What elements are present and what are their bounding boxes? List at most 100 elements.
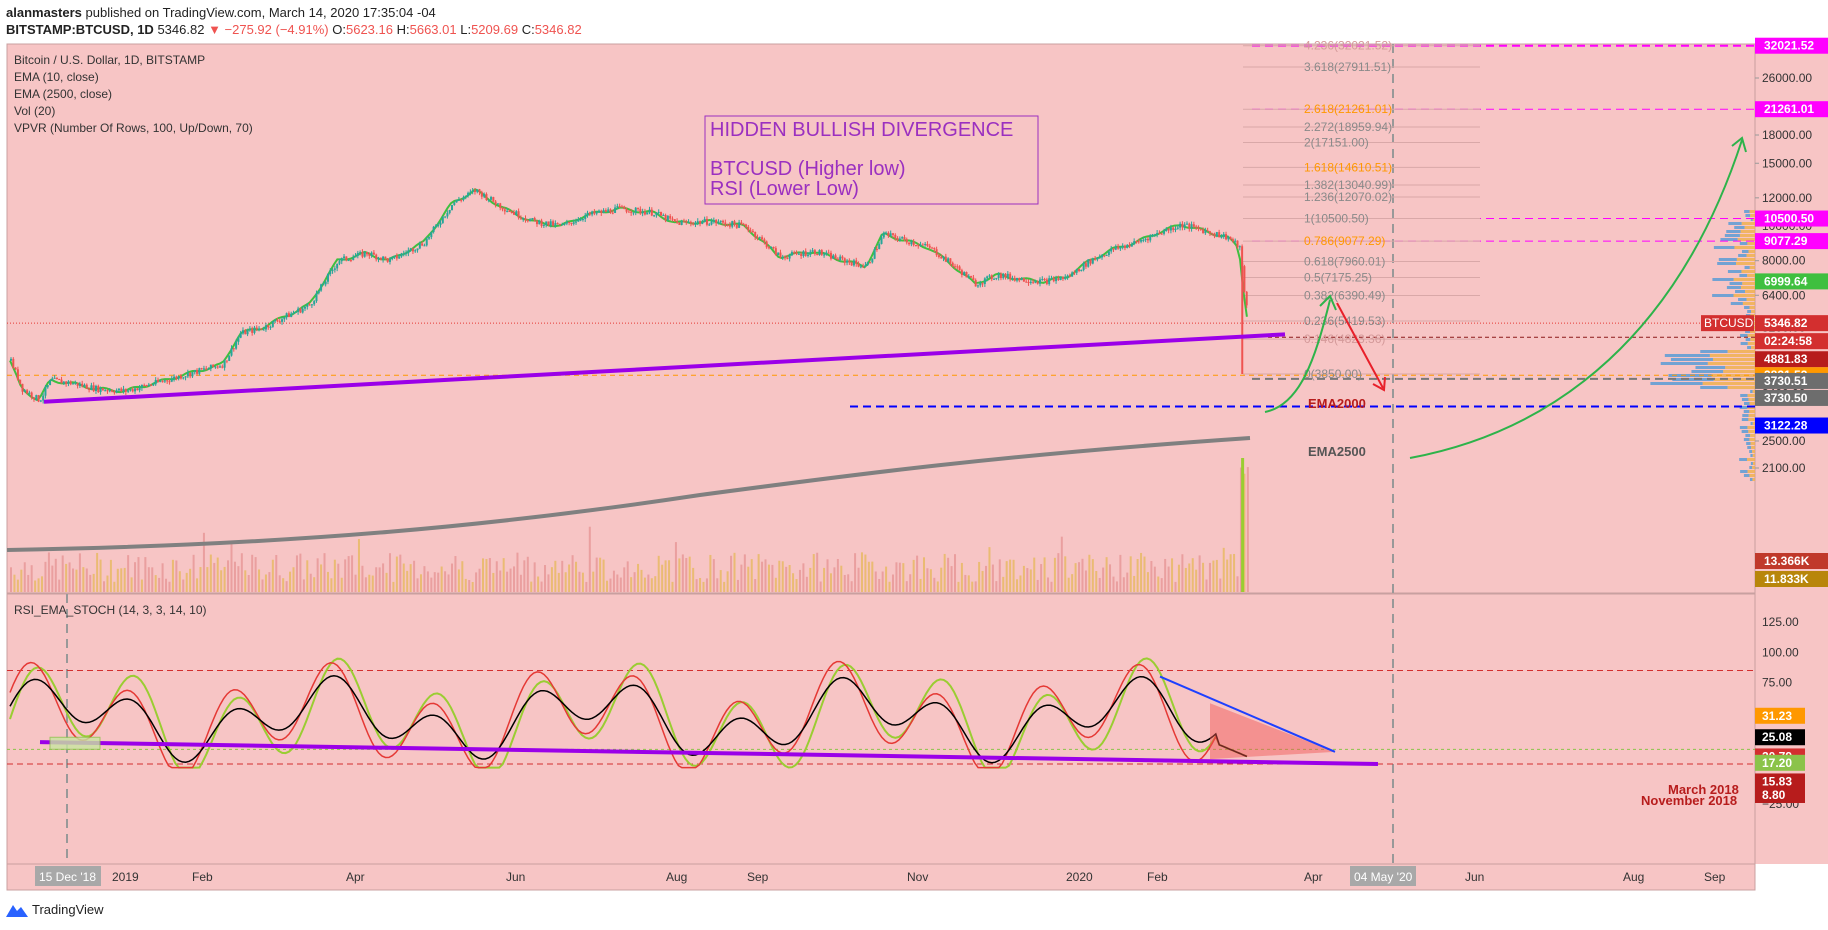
volume-bar: [419, 574, 422, 592]
candle-body: [591, 211, 594, 215]
tradingview-logo-icon[interactable]: [6, 903, 28, 917]
vpvr-up-bar: [1741, 250, 1749, 253]
candle-body: [526, 220, 529, 222]
candle-body: [398, 256, 401, 259]
brand-name[interactable]: TradingView: [32, 902, 104, 917]
candle-body: [405, 253, 408, 255]
volume-bar: [216, 557, 219, 592]
candle-body: [414, 250, 417, 252]
volume-bar: [240, 553, 243, 592]
volume-bar: [954, 554, 957, 592]
volume-bar: [1029, 569, 1032, 592]
vpvr-down-bar: [1751, 446, 1755, 449]
candle-body: [834, 255, 837, 259]
volume-bar: [637, 563, 640, 592]
volume-bar: [30, 565, 33, 592]
volume-bar: [354, 574, 357, 592]
candle-body: [565, 221, 568, 224]
price-label-bg: [1755, 315, 1828, 332]
divergence-annotation[interactable]: HIDDEN BULLISH DIVERGENCE BTCUSD (Higher…: [704, 115, 1039, 205]
candle-body: [653, 215, 656, 217]
volume-bar: [544, 565, 547, 592]
rsi-support-trendline: [39, 740, 1379, 766]
candle-body: [382, 256, 385, 260]
candle-body: [1192, 224, 1195, 227]
volume-bar: [320, 564, 323, 592]
volume-bar: [1074, 563, 1077, 592]
volume-bar: [547, 574, 550, 592]
candle-body: [887, 232, 890, 236]
volume-bar: [1060, 536, 1063, 592]
vpvr-down-bar: [1711, 374, 1755, 377]
author-name[interactable]: alanmasters: [6, 5, 82, 20]
volume-bar: [557, 572, 560, 592]
vpvr-up-bar: [1650, 382, 1703, 385]
candle-body: [535, 220, 538, 225]
candle-body: [1022, 278, 1025, 282]
volume-bar: [1136, 559, 1139, 592]
rsi-stoch-k-line: [9, 657, 1248, 769]
candle-body: [937, 255, 940, 258]
vpvr-up-bar: [1750, 390, 1753, 393]
candle-body: [694, 222, 697, 225]
volume-bar: [1126, 572, 1129, 592]
candle-body: [49, 380, 52, 386]
vpvr-up-bar: [1664, 354, 1710, 357]
candle-body: [905, 239, 908, 243]
candle-body: [1009, 273, 1012, 279]
candle-body: [777, 252, 780, 256]
candle-body: [1011, 277, 1014, 279]
candle-body: [138, 387, 141, 391]
candle-body: [807, 254, 810, 256]
price-axis-bg[interactable]: [1755, 44, 1828, 864]
candle-body: [1206, 230, 1209, 232]
candle-body: [1117, 246, 1120, 249]
green-short-arrowhead: [1319, 294, 1337, 311]
price-label-bg: [1755, 37, 1828, 54]
volume-bar: [592, 571, 595, 592]
candle-body: [232, 348, 235, 350]
candle-body: [979, 283, 982, 286]
vpvr-down-bar: [1751, 346, 1755, 349]
candle-body: [646, 212, 649, 215]
rsi-label-text: 31.23: [1762, 709, 1792, 723]
candle-body: [1045, 279, 1048, 285]
vpvr-up-bar: [1743, 438, 1750, 441]
volume-bar: [702, 581, 705, 592]
candle-body: [545, 221, 548, 225]
candle-body: [331, 269, 334, 271]
vpvr-down-bar: [1742, 302, 1755, 305]
volume-bar: [950, 566, 953, 592]
candle-body: [997, 273, 1000, 278]
chart-canvas[interactable]: 4.236(32021.52) 3.618(27911.51) 2.618(2126…: [0, 0, 1828, 900]
volume-bar: [175, 560, 178, 592]
candle-body: [839, 256, 842, 261]
price-label-text: 4881.83: [1764, 352, 1808, 366]
candle-body: [1057, 278, 1060, 280]
candle-body: [542, 224, 545, 226]
candle-body: [604, 210, 607, 212]
vpvr-up-bar: [1713, 246, 1735, 249]
candle-body: [891, 233, 894, 235]
volume-bar: [13, 574, 16, 592]
volume-bar: [137, 557, 140, 592]
candle-body: [763, 239, 766, 242]
fib-level-label: 1.236(12070.02): [1304, 190, 1392, 204]
vpvr-up-bar: [1730, 302, 1743, 305]
volume-bar: [82, 567, 85, 592]
volume-bar: [333, 559, 336, 592]
volume-bar: [530, 581, 533, 592]
rsi-pane-bg[interactable]: [6, 593, 1756, 865]
candle-body: [910, 241, 913, 245]
price-label-bg: [1755, 210, 1828, 227]
time-axis-bg[interactable]: [6, 863, 1756, 891]
candle-body: [517, 211, 520, 218]
candle-body: [1016, 277, 1019, 281]
volume-bar: [595, 557, 598, 592]
high-label: H:: [396, 22, 410, 37]
candle-body: [921, 244, 924, 246]
candle-body: [269, 326, 272, 328]
candle-body: [469, 191, 472, 193]
vpvr-up-bar: [1738, 298, 1747, 301]
volume-bar: [130, 577, 133, 592]
